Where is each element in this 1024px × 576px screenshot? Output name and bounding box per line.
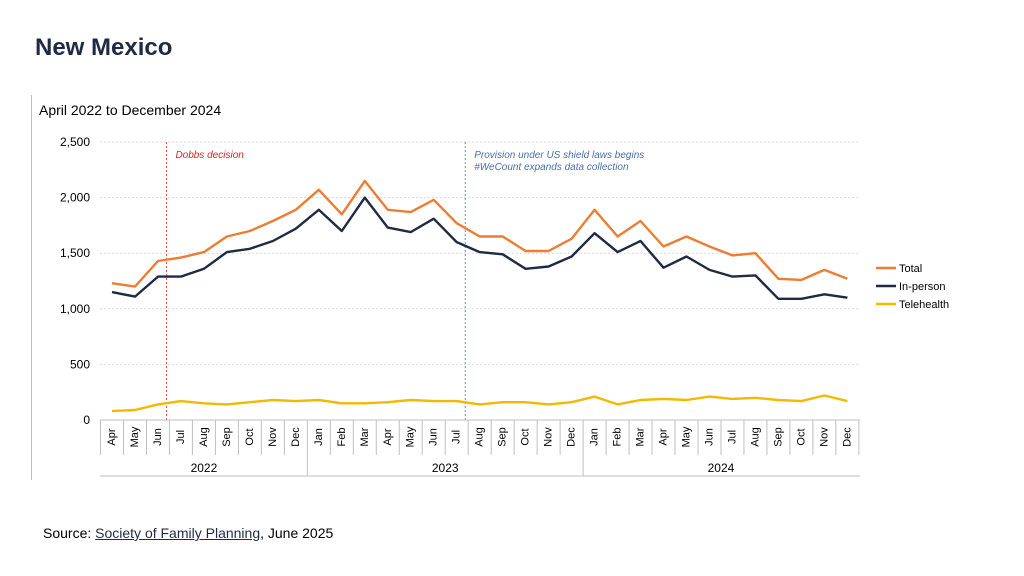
source-prefix: Source: (43, 525, 96, 541)
year-label: 2024 (708, 461, 735, 475)
y-tick-label: 2,000 (60, 191, 90, 205)
y-axis-tick-labels: 0 500 1,000 1,500 2,000 2,500 (60, 135, 90, 427)
x-tick-label: May (129, 426, 141, 447)
x-tick-label: Mar (635, 427, 647, 446)
year-label: 2023 (432, 461, 459, 475)
x-tick-label: Dec (566, 427, 578, 447)
x-tick-label: Oct (244, 428, 256, 445)
x-tick-label: Sep (772, 427, 784, 447)
source-link[interactable]: Society of Family Planning (95, 525, 261, 541)
x-tick-label: Jul (451, 430, 463, 444)
left-divider (31, 95, 32, 480)
x-tick-label: Jun (703, 428, 715, 446)
x-tick-label: Jan (589, 428, 601, 446)
x-tick-label: Feb (612, 428, 624, 447)
y-tick-label: 2,500 (60, 135, 90, 149)
x-tick-label: Aug (749, 427, 761, 447)
y-tick-label: 1,500 (60, 246, 90, 260)
year-label: 2022 (191, 461, 218, 475)
x-tick-label: Jun (152, 428, 164, 446)
x-tick-label: Feb (336, 428, 348, 447)
gridlines (100, 141, 860, 365)
x-tick-label: Dec (841, 427, 853, 447)
series-line-telehealth (111, 394, 848, 413)
x-tick-label: Dec (290, 427, 302, 447)
line-chart: April 2022 to December 2024 0 500 1,000 1,5… (39, 102, 949, 477)
series-line-total (111, 179, 848, 288)
x-tick-label: Jul (726, 430, 738, 444)
x-tick-label: Jul (175, 430, 187, 444)
x-tick-label: Apr (106, 428, 118, 445)
x-tick-label: Apr (382, 428, 394, 445)
annotations: Dobbs decision Provision under US shield … (166, 142, 644, 420)
x-tick-label: Sep (497, 427, 509, 447)
x-tick-label: Nov (818, 427, 830, 447)
page-title: New Mexico (35, 34, 173, 61)
x-tick-label: Aug (474, 427, 486, 447)
series-line-in-person (111, 196, 848, 300)
y-tick-label: 500 (70, 357, 90, 371)
legend-label: Total (899, 263, 922, 275)
legend: Total In-person Telehealth (876, 263, 949, 311)
y-tick-label: 1,000 (60, 302, 90, 316)
x-tick-label: Mar (359, 427, 371, 446)
legend-label: In-person (899, 281, 945, 293)
x-tick-label: Oct (795, 428, 807, 445)
x-tick-label: Aug (198, 427, 210, 447)
x-tick-label: Nov (543, 427, 555, 447)
x-tick-label: May (405, 426, 417, 447)
source-suffix: , June 2025 (260, 525, 334, 541)
annotation-text: Provision under US shield laws begins (474, 150, 644, 161)
x-tick-label: Oct (520, 428, 532, 445)
x-tick-label: Nov (267, 427, 279, 447)
x-tick-label: Jun (428, 428, 440, 446)
legend-label: Telehealth (899, 299, 949, 311)
x-tick-label: May (681, 426, 693, 447)
source-line: Source: Society of Family Planning, June… (43, 525, 333, 541)
x-tick-label: Sep (221, 427, 233, 447)
annotation-text: #WeCount expands data collection (474, 162, 629, 173)
annotation-text: Dobbs decision (175, 150, 244, 161)
x-tick-label: Jan (313, 428, 325, 446)
chart-title: April 2022 to December 2024 (39, 102, 221, 118)
x-tick-label: Apr (658, 428, 670, 445)
y-tick-label: 0 (83, 413, 90, 427)
x-axis: Apr May Jun Jul Aug Sep Oct Nov Dec Jan Feb Mar Apr M… (100, 419, 860, 477)
series-lines (111, 179, 848, 413)
